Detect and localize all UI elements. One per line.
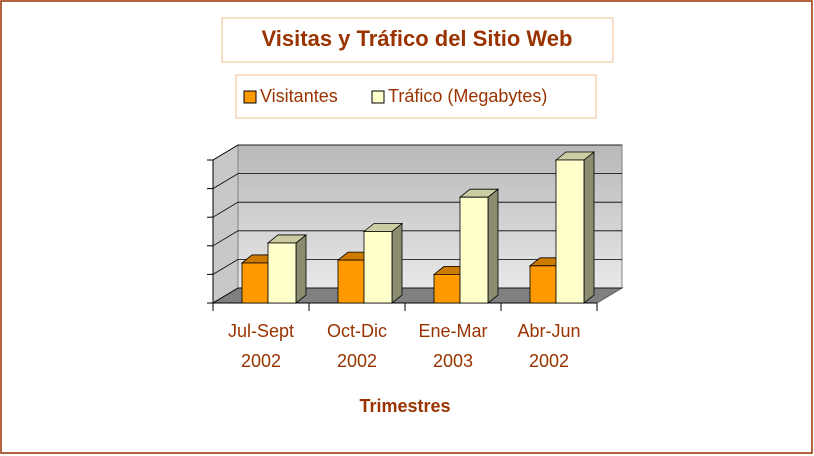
bar-front xyxy=(459,196,489,304)
bar-side xyxy=(487,188,499,304)
chart-title: Visitas y Tráfico del Sitio Web xyxy=(262,26,573,51)
x-axis-title: Trimestres xyxy=(359,396,450,416)
bar-side xyxy=(583,151,595,304)
bar-front xyxy=(337,259,365,304)
bar-side xyxy=(295,234,307,304)
legend-box xyxy=(235,74,597,119)
legend-label: Visitantes xyxy=(260,86,338,106)
bar xyxy=(458,188,500,304)
x-tick-label: Jul-Sept 2002 xyxy=(227,321,295,371)
legend-swatch xyxy=(371,90,385,104)
bar-front xyxy=(433,273,461,304)
bar-front xyxy=(363,231,393,304)
bar-front xyxy=(267,242,297,304)
bar xyxy=(266,234,308,304)
x-tick-label: Ene-Mar 2003 xyxy=(418,321,488,371)
bar xyxy=(554,151,596,304)
bar-side xyxy=(391,222,403,304)
bar-front xyxy=(241,262,269,304)
bar xyxy=(362,222,404,304)
x-tick-label: Oct-Dic 2002 xyxy=(327,321,387,371)
bar-front xyxy=(529,265,557,304)
title-box xyxy=(221,17,614,63)
bar-front xyxy=(555,159,585,304)
side-wall xyxy=(212,144,239,304)
grid-line xyxy=(212,173,622,189)
legend-label: Tráfico (Megabytes) xyxy=(388,86,547,106)
grid-line xyxy=(212,144,622,161)
x-tick-label: Abr-Jun 2002 xyxy=(517,321,581,371)
legend-swatch xyxy=(243,90,257,104)
